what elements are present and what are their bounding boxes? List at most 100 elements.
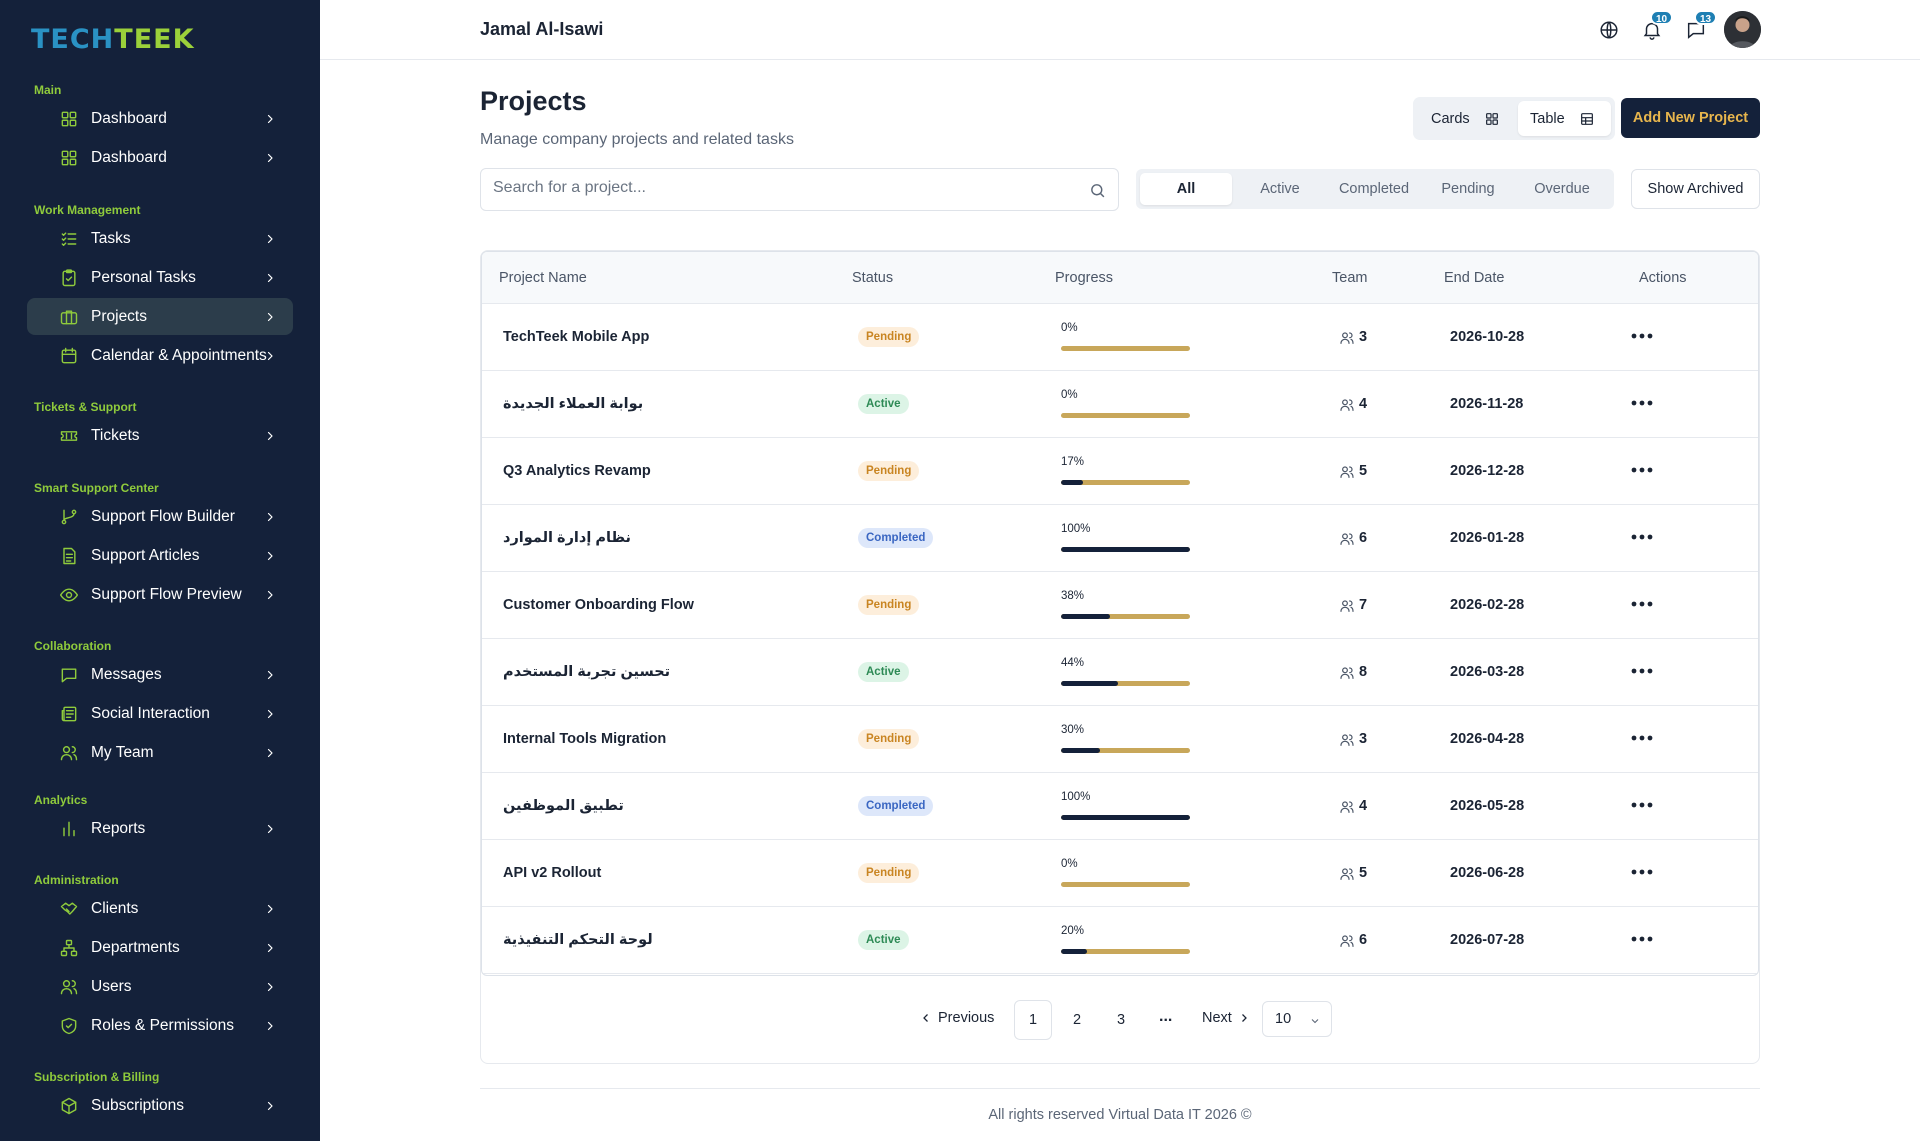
avatar[interactable] xyxy=(1724,11,1761,48)
filter-tab-overdue[interactable]: Overdue xyxy=(1534,181,1590,197)
page-size-select[interactable]: 10 xyxy=(1262,1001,1332,1037)
table-view-button[interactable]: Table xyxy=(1518,101,1611,136)
more-actions-icon[interactable] xyxy=(1628,594,1656,614)
table-row[interactable]: تحسين تجربة المستخدم Active 44% 8 2026-03-28 xyxy=(482,639,1758,706)
table-row[interactable]: بوابة العملاء الجديدة Active 0% 4 2026-11-28 xyxy=(482,371,1758,438)
sidebar-item-support-articles[interactable]: Support Articles xyxy=(27,537,293,574)
sidebar-item-dashboard[interactable]: Dashboard xyxy=(27,139,293,176)
sidebar-item-label: Social Interaction xyxy=(91,705,210,722)
org-chart-icon xyxy=(59,938,79,958)
project-name[interactable]: Customer Onboarding Flow xyxy=(503,597,694,613)
more-actions-icon[interactable] xyxy=(1628,661,1656,681)
page-size-value: 10 xyxy=(1275,1011,1292,1027)
more-actions-icon[interactable] xyxy=(1628,527,1656,547)
column-header-end-date[interactable]: End Date xyxy=(1444,270,1505,286)
pagination: Previous 1 2 3 ... Next 10 xyxy=(481,1000,1759,1040)
users-icon xyxy=(1339,732,1355,748)
filter-tab-completed[interactable]: Completed xyxy=(1338,181,1410,197)
project-name[interactable]: Q3 Analytics Revamp xyxy=(503,463,651,479)
sidebar-item-label: Reports xyxy=(91,820,146,837)
progress-bar-fill xyxy=(1061,681,1118,686)
project-name[interactable]: لوحة التحكم التنفيذية xyxy=(503,932,653,948)
progress-percent: 44% xyxy=(1061,657,1085,669)
add-new-project-button[interactable]: Add New Project xyxy=(1621,98,1760,138)
table-row[interactable]: تطبيق الموظفين Completed 100% 4 2026-05-28 xyxy=(482,773,1758,840)
table-row[interactable]: API v2 Rollout Pending 0% 5 2026-06-28 xyxy=(482,840,1758,907)
page-button-1[interactable]: 1 xyxy=(1014,1000,1052,1040)
more-actions-icon[interactable] xyxy=(1628,460,1656,480)
sidebar-item-support-flow-preview[interactable]: Support Flow Preview xyxy=(27,576,293,613)
sidebar-item-my-team[interactable]: My Team xyxy=(27,734,293,771)
projects-table: Project Name Status Progress Team End Da… xyxy=(481,251,1759,976)
search-input[interactable] xyxy=(493,179,1073,197)
cards-view-button[interactable]: Cards xyxy=(1417,101,1517,136)
chevron-right-icon xyxy=(264,232,276,244)
filter-tab-active[interactable]: Active xyxy=(1260,181,1300,197)
chevron-right-icon xyxy=(264,668,276,680)
sidebar-item-projects[interactable]: Projects xyxy=(27,298,293,335)
page-button-3[interactable]: 3 xyxy=(1116,1012,1126,1028)
column-header-team[interactable]: Team xyxy=(1332,270,1368,286)
sidebar-item-label: Departments xyxy=(91,939,180,956)
page-button-2[interactable]: 2 xyxy=(1072,1012,1082,1028)
sidebar-item-users[interactable]: Users xyxy=(27,968,293,1005)
table-row[interactable]: Customer Onboarding Flow Pending 38% 7 2026-… xyxy=(482,572,1758,639)
table-row[interactable]: Internal Tools Migration Pending 30% 3 2026-… xyxy=(482,706,1758,773)
sidebar-item-support-flow-builder[interactable]: Support Flow Builder xyxy=(27,498,293,535)
git-branch-icon xyxy=(59,507,79,527)
sidebar-item-reports[interactable]: Reports xyxy=(27,810,293,847)
users-icon xyxy=(1339,531,1355,547)
more-actions-icon[interactable] xyxy=(1628,862,1656,882)
sidebar-item-roles-and-permissions[interactable]: Roles & Permissions xyxy=(27,1007,293,1044)
status-badge: Active xyxy=(858,662,909,682)
more-actions-icon[interactable] xyxy=(1628,728,1656,748)
more-actions-icon[interactable] xyxy=(1628,929,1656,949)
more-actions-icon[interactable] xyxy=(1628,393,1656,413)
column-header-status[interactable]: Status xyxy=(852,270,894,286)
project-name[interactable]: API v2 Rollout xyxy=(503,865,602,881)
grid-icon xyxy=(59,148,79,168)
table-row[interactable]: TechTeek Mobile App Pending 0% 3 2026-10-28 xyxy=(482,304,1758,371)
sidebar-item-social-interaction[interactable]: Social Interaction xyxy=(27,695,293,732)
table-row[interactable]: نظام إدارة الموارد Completed 100% 6 2026-01-… xyxy=(482,505,1758,572)
sidebar-item-messages[interactable]: Messages xyxy=(27,656,293,693)
table-row[interactable]: Q3 Analytics Revamp Pending 17% 5 2026-12-28 xyxy=(482,438,1758,505)
project-name[interactable]: نظام إدارة الموارد xyxy=(503,530,631,546)
filter-tab-all[interactable]: All xyxy=(1140,173,1232,205)
grid-icon xyxy=(59,109,79,129)
sidebar-item-personal-tasks[interactable]: Personal Tasks xyxy=(27,259,293,296)
filter-tab-pending[interactable]: Pending xyxy=(1441,181,1495,197)
chevron-right-icon xyxy=(1241,1014,1247,1022)
show-archived-button[interactable]: Show Archived xyxy=(1631,169,1760,209)
sidebar-item-subscriptions[interactable]: Subscriptions xyxy=(27,1087,293,1124)
sidebar-item-departments[interactable]: Departments xyxy=(27,929,293,966)
progress-percent: 100% xyxy=(1061,791,1091,803)
next-page-button[interactable]: Next xyxy=(1202,1010,1250,1026)
sidebar-item-dashboard[interactable]: Dashboard xyxy=(27,100,293,137)
progress-bar xyxy=(1061,681,1190,686)
project-name[interactable]: TechTeek Mobile App xyxy=(503,329,650,345)
project-name[interactable]: Internal Tools Migration xyxy=(503,731,667,747)
users-icon xyxy=(1339,397,1355,413)
globe-icon[interactable] xyxy=(1598,19,1620,41)
table-row[interactable]: لوحة التحكم التنفيذية Active 20% 6 2026-07-2… xyxy=(482,907,1758,974)
sidebar-item-clients[interactable]: Clients xyxy=(27,890,293,927)
project-name[interactable]: تحسين تجربة المستخدم xyxy=(503,664,671,680)
column-header-progress[interactable]: Progress xyxy=(1055,270,1114,286)
previous-page-button[interactable]: Previous xyxy=(920,1010,994,1026)
progress-percent: 38% xyxy=(1061,590,1085,602)
sidebar-item-label: Personal Tasks xyxy=(91,269,196,286)
notifications-badge: 10 xyxy=(1650,10,1674,25)
more-actions-icon[interactable] xyxy=(1628,795,1656,815)
project-name[interactable]: بوابة العملاء الجديدة xyxy=(503,396,644,412)
column-header-project-name[interactable]: Project Name xyxy=(499,270,587,286)
sidebar-item-tickets[interactable]: Tickets xyxy=(27,417,293,454)
sidebar-item-calendar-and-appointments[interactable]: Calendar & Appointments xyxy=(27,337,293,374)
chevron-right-icon xyxy=(264,112,276,124)
project-name[interactable]: تطبيق الموظفين xyxy=(503,798,624,814)
more-actions-icon[interactable] xyxy=(1628,326,1656,346)
brand-logo[interactable]: TECHTEEK xyxy=(31,24,195,55)
sidebar-section-analytics: Analytics xyxy=(34,793,88,807)
sidebar-item-tasks[interactable]: Tasks xyxy=(27,220,293,257)
page-title: Projects xyxy=(480,86,587,116)
